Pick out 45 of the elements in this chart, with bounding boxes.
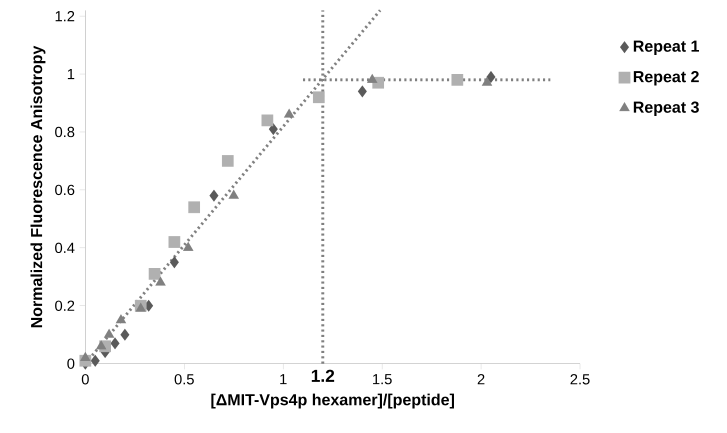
y-tick-label: 0.8 xyxy=(55,126,74,138)
point xyxy=(358,86,367,98)
point xyxy=(228,190,239,199)
legend-label: Repeat 2 xyxy=(634,71,699,86)
point xyxy=(90,354,100,367)
y-tick-label: 1 xyxy=(68,69,74,80)
legend-label: Repeat 3 xyxy=(634,102,699,116)
x-tick-label: 2.5 xyxy=(570,374,590,384)
point xyxy=(168,236,180,248)
point xyxy=(312,91,325,104)
x-tick-label: 2 xyxy=(478,374,484,384)
point xyxy=(367,74,378,83)
ref-line-label: 1.2 xyxy=(312,370,334,382)
point xyxy=(155,276,166,286)
point xyxy=(451,74,464,86)
y-tick-label: 1.2 xyxy=(56,11,74,22)
x-tick-label: 1 xyxy=(280,374,287,384)
point xyxy=(268,123,278,135)
point xyxy=(486,71,496,83)
point xyxy=(222,155,234,167)
point xyxy=(136,302,146,312)
y-tick-label: 0.6 xyxy=(55,184,74,196)
y-tick-label: 0 xyxy=(67,358,74,369)
point xyxy=(110,338,120,350)
point xyxy=(148,268,160,280)
point xyxy=(120,328,130,341)
y-tick-label: 0.2 xyxy=(55,300,74,311)
point xyxy=(116,314,126,324)
point xyxy=(482,76,492,86)
point xyxy=(170,256,179,268)
legend-label: Repeat 1 xyxy=(634,40,699,55)
x-tick-label: 0.5 xyxy=(174,374,194,384)
point xyxy=(80,352,90,361)
x-axis-title: [ΔMIT-Vps4p hexamer]/[peptide] xyxy=(211,394,454,409)
point xyxy=(262,114,274,126)
point xyxy=(188,201,200,214)
point xyxy=(104,328,114,338)
y-axis-title: Normalized Fluorescence Anisotropy xyxy=(30,46,46,328)
point xyxy=(96,340,106,350)
point xyxy=(209,190,218,202)
y-tick-label: 0.4 xyxy=(55,242,74,254)
x-tick-label: 1.5 xyxy=(373,374,392,384)
point xyxy=(183,242,194,251)
x-tick-label: 0 xyxy=(82,374,89,384)
point xyxy=(284,108,294,118)
